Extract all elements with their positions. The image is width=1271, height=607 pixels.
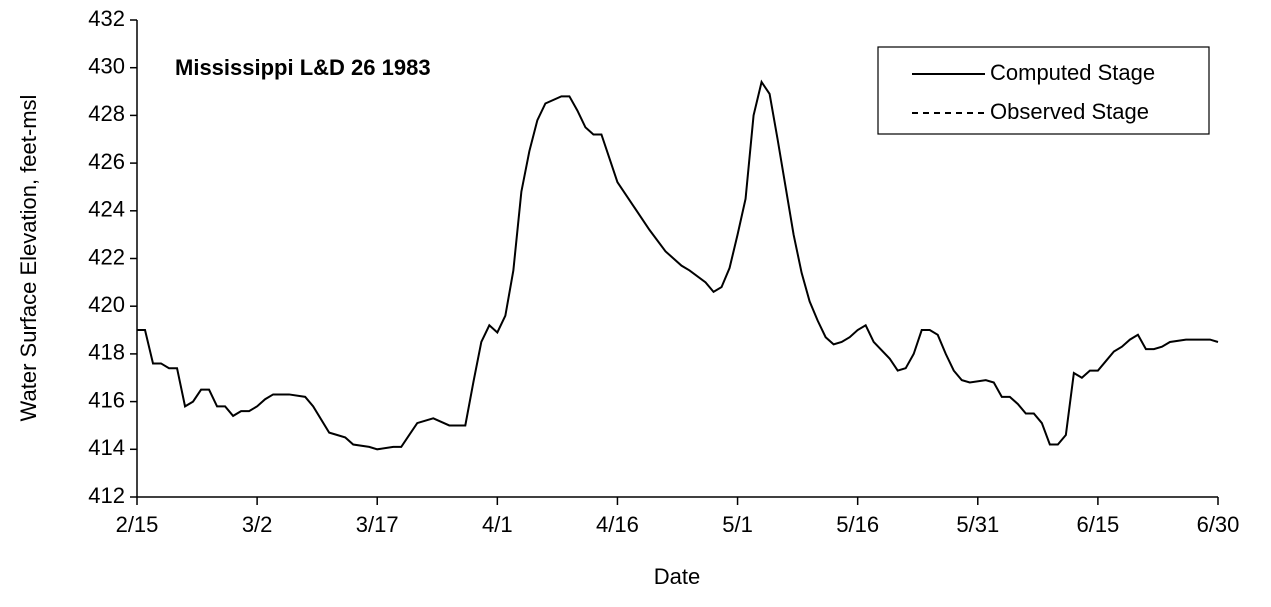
legend-label: Computed Stage [990, 60, 1155, 85]
y-tick-label: 422 [88, 244, 125, 269]
x-tick-label: 2/15 [116, 512, 159, 537]
x-tick-label: 6/30 [1197, 512, 1240, 537]
y-tick-label: 416 [88, 387, 125, 412]
x-tick-label: 3/2 [242, 512, 273, 537]
x-tick-label: 5/1 [722, 512, 753, 537]
x-tick-label: 6/15 [1076, 512, 1119, 537]
y-tick-label: 420 [88, 292, 125, 317]
y-tick-label: 424 [88, 197, 125, 222]
y-tick-label: 412 [88, 483, 125, 508]
y-tick-label: 426 [88, 149, 125, 174]
x-axis-title: Date [654, 564, 700, 589]
x-tick-label: 4/16 [596, 512, 639, 537]
chart-title: Mississippi L&D 26 1983 [175, 55, 431, 80]
data-line [137, 79, 1219, 451]
y-tick-label: 428 [88, 101, 125, 126]
y-tick-label: 430 [88, 54, 125, 79]
legend-label: Observed Stage [990, 99, 1149, 124]
x-tick-label: 5/31 [956, 512, 999, 537]
x-tick-label: 4/1 [482, 512, 513, 537]
y-tick-label: 418 [88, 340, 125, 365]
y-axis-title: Water Surface Elevation, feet-msl [16, 95, 41, 422]
y-tick-label: 432 [88, 6, 125, 31]
x-tick-label: 3/17 [356, 512, 399, 537]
y-tick-label: 414 [88, 435, 125, 460]
x-tick-label: 5/16 [836, 512, 879, 537]
legend-box [877, 46, 1210, 135]
